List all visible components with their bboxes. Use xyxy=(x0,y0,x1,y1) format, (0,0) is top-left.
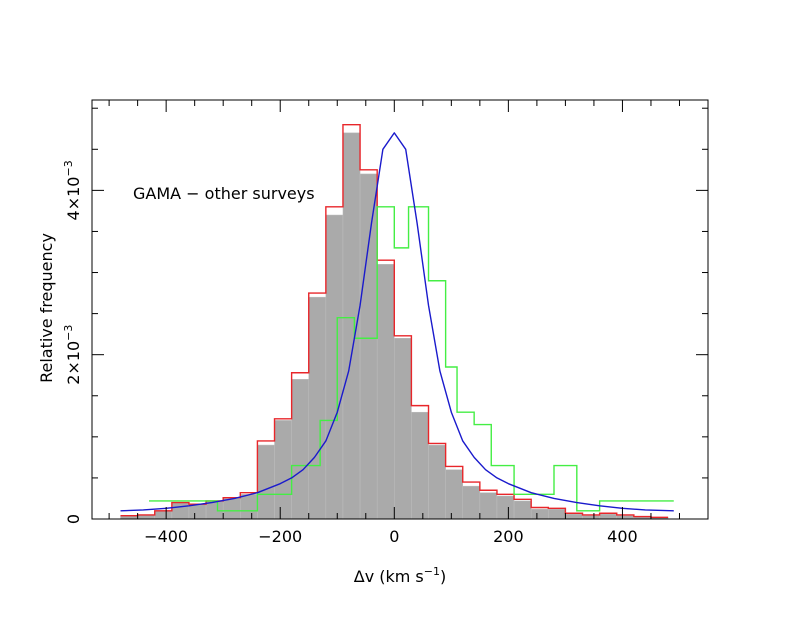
grey-bar xyxy=(479,492,498,520)
grey-bar xyxy=(599,513,617,520)
grey-bar xyxy=(308,296,327,520)
grey-bar xyxy=(222,498,241,520)
grey-bar xyxy=(513,500,532,520)
grey-bar xyxy=(188,503,207,520)
grey-bar xyxy=(548,508,566,520)
grey-bar xyxy=(411,411,429,520)
fit-curve xyxy=(120,132,674,512)
grey-bar xyxy=(445,469,463,520)
grey-bar xyxy=(154,510,173,520)
grey-bar xyxy=(342,132,361,520)
grey-bar xyxy=(359,173,378,520)
grey-bar xyxy=(291,379,309,520)
grey-bar xyxy=(428,444,446,520)
grey-bar xyxy=(376,264,395,520)
y-axis-label: Relative frequency xyxy=(37,233,56,383)
grey-bar xyxy=(565,513,583,520)
y-tick-label: 0 xyxy=(64,514,83,524)
green-step-histogram xyxy=(149,206,674,512)
y-tick-label: 2×10−3 xyxy=(62,325,83,385)
grey-bar xyxy=(240,494,258,520)
x-tick-label: −200 xyxy=(258,527,302,546)
grey-bar xyxy=(530,508,549,520)
fit-curve-line xyxy=(120,132,674,512)
x-tick-label: 0 xyxy=(389,527,399,546)
grey-bar xyxy=(171,502,190,520)
grey-bar xyxy=(462,485,481,520)
grey-bar xyxy=(257,444,275,520)
plot-frame xyxy=(91,99,709,520)
x-axis-label: Δv (km s−1) xyxy=(354,565,446,586)
grey-bar xyxy=(274,420,292,520)
step-histograms xyxy=(120,123,674,519)
x-tick-label: −400 xyxy=(144,527,188,546)
y-tick-label: 4×10−3 xyxy=(62,160,83,220)
x-tick-label: 200 xyxy=(493,527,524,546)
axis-ticks xyxy=(92,100,708,520)
axis-tick-labels: −400 −200 0 200 400 0 2×10−3 4×10−3 xyxy=(62,160,638,546)
grey-bar xyxy=(496,495,515,520)
grey-bar xyxy=(394,338,412,520)
x-tick-label: 400 xyxy=(607,527,638,546)
annotation-label: GAMA − other surveys xyxy=(133,184,315,203)
grey-bar xyxy=(325,214,344,520)
